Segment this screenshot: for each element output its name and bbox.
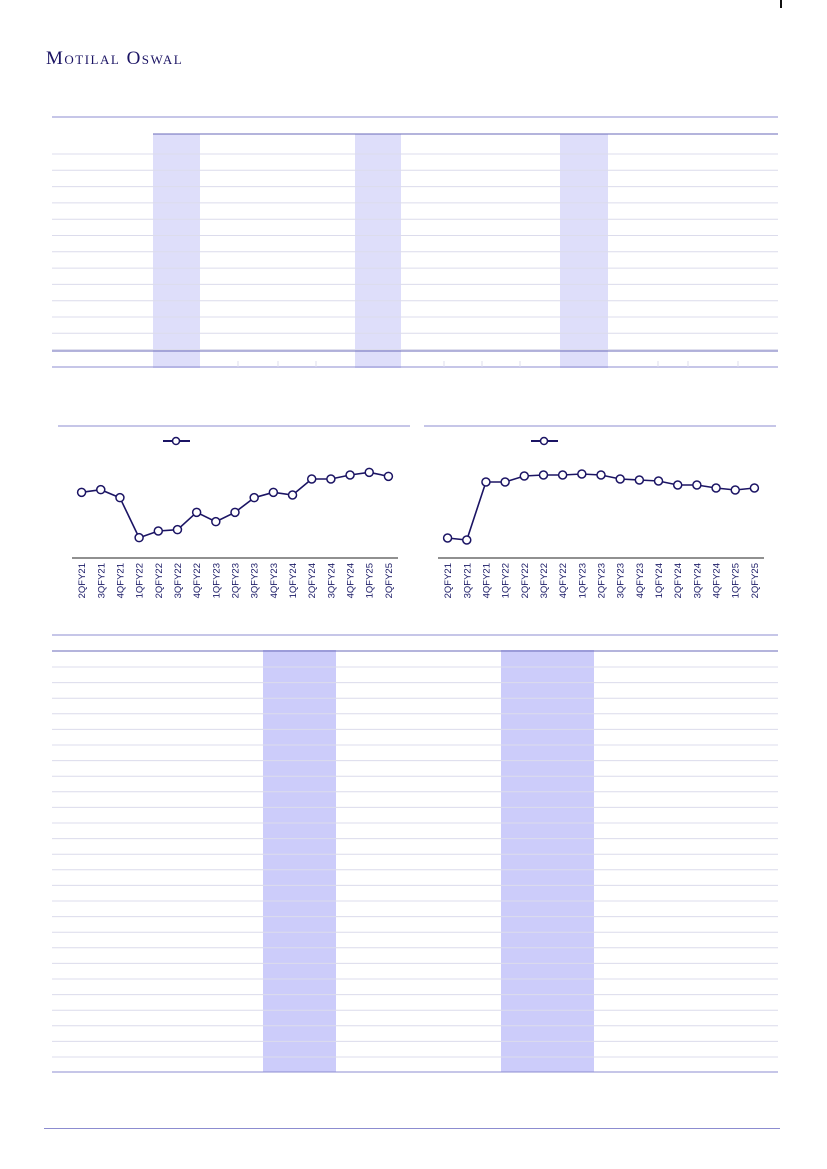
right-data-point-1QFY25 bbox=[730, 485, 740, 495]
highlight-column-2 bbox=[355, 134, 401, 368]
left-data-point-2QFY23 bbox=[230, 507, 240, 518]
highlight-column-3 bbox=[560, 134, 608, 368]
left-data-point-3QFY23 bbox=[249, 492, 259, 503]
right-data-point-2QFY21 bbox=[442, 533, 453, 543]
left-x-tick-label: 3QFY24 bbox=[326, 563, 337, 598]
right-data-point-2QFY23 bbox=[596, 470, 606, 480]
right-x-tick-label: 2QFY22 bbox=[520, 563, 531, 598]
top-table-grid bbox=[52, 116, 778, 368]
top-data-table bbox=[52, 116, 778, 368]
left-data-point-1QFY22 bbox=[134, 532, 144, 543]
brand-logo: Motilal Oswal bbox=[46, 48, 184, 69]
left-data-point-2QFY21 bbox=[76, 487, 87, 498]
left-x-tick-label: 4QFY22 bbox=[192, 563, 203, 598]
left-series-line bbox=[81, 471, 389, 539]
left-x-tick-label: 1QFY23 bbox=[211, 563, 222, 598]
left-data-point-4QFY21 bbox=[115, 492, 125, 503]
right-x-tick-label: 1QFY25 bbox=[731, 563, 742, 598]
right-chart-svg: 2QFY21 3QFY21 4QFY21 1QFY22 2QFY22 3QFY22 4QFY… bbox=[424, 425, 776, 598]
left-data-point-3QFY24 bbox=[326, 474, 336, 484]
right-x-tick-label: 1QFY23 bbox=[577, 563, 588, 598]
left-x-tick-label: 4QFY21 bbox=[115, 563, 126, 598]
left-x-tick-label: 4QFY23 bbox=[269, 563, 280, 598]
right-line-chart: 2QFY21 3QFY21 4QFY21 1QFY22 2QFY22 3QFY22 4QFY… bbox=[424, 425, 776, 625]
bottom-data-table bbox=[52, 634, 778, 1074]
left-legend bbox=[163, 436, 190, 446]
right-data-point-3QFY23 bbox=[615, 474, 625, 484]
right-x-tick-label: 1QFY24 bbox=[654, 563, 665, 598]
left-data-point-3QFY22 bbox=[172, 524, 183, 535]
right-x-tick-label: 2QFY25 bbox=[750, 563, 761, 598]
highlight-column-1 bbox=[153, 134, 200, 368]
right-x-tick-label: 3QFY24 bbox=[692, 563, 703, 598]
left-data-point-1QFY25 bbox=[364, 467, 374, 478]
right-data-point-3QFY24 bbox=[692, 480, 702, 490]
left-data-point-4QFY24 bbox=[345, 470, 355, 480]
right-data-point-1QFY22 bbox=[500, 477, 510, 487]
left-data-point-4QFY22 bbox=[191, 507, 202, 518]
left-data-point-1QFY23 bbox=[211, 516, 221, 527]
right-data-point-1QFY23 bbox=[577, 469, 587, 479]
left-chart-svg: 2QFY21 3QFY21 4QFY21 1QFY22 2QFY22 3QFY22 4QFY… bbox=[58, 425, 410, 598]
left-x-tick-label: 2QFY21 bbox=[77, 563, 88, 598]
left-x-tick-label: 4QFY24 bbox=[346, 563, 357, 598]
right-data-point-3QFY21 bbox=[462, 535, 472, 545]
right-data-point-4QFY21 bbox=[481, 477, 491, 487]
right-x-tick-label: 3QFY21 bbox=[462, 563, 473, 598]
left-x-tick-label: 3QFY23 bbox=[250, 563, 261, 598]
right-data-point-4QFY22 bbox=[557, 470, 568, 480]
footer-rule bbox=[44, 1128, 780, 1129]
left-data-point-4QFY23 bbox=[268, 487, 279, 498]
right-series-line bbox=[447, 473, 755, 541]
corner-mark bbox=[780, 0, 782, 8]
bottom-table-grid bbox=[52, 634, 778, 1073]
right-x-tick-label: 2QFY23 bbox=[597, 563, 608, 598]
highlight-column-1 bbox=[263, 650, 336, 1072]
right-data-point-2QFY22 bbox=[519, 471, 530, 481]
right-data-point-4QFY24 bbox=[711, 483, 721, 493]
right-data-point-4QFY23 bbox=[634, 475, 645, 485]
right-legend bbox=[531, 436, 558, 446]
left-x-tick-label: 2QFY24 bbox=[307, 563, 318, 598]
right-x-tick-label: 3QFY22 bbox=[539, 563, 550, 598]
left-data-point-2QFY22 bbox=[153, 526, 164, 536]
left-x-tick-label: 1QFY24 bbox=[288, 563, 299, 598]
left-x-tick-label: 2QFY25 bbox=[384, 563, 395, 598]
left-data-point-2QFY24 bbox=[306, 474, 317, 484]
right-data-point-2QFY24 bbox=[672, 480, 683, 490]
right-x-tick-label: 4QFY21 bbox=[481, 563, 492, 598]
right-legend-marker bbox=[539, 436, 549, 446]
right-data-point-1QFY24 bbox=[653, 476, 664, 486]
left-x-tick-label: 3QFY21 bbox=[96, 563, 107, 598]
right-x-tick-label: 4QFY22 bbox=[558, 563, 569, 598]
right-x-tick-label: 4QFY23 bbox=[635, 563, 646, 598]
right-x-tick-label: 2QFY21 bbox=[443, 563, 454, 598]
right-x-tick-label: 3QFY23 bbox=[616, 563, 627, 598]
left-data-point-3QFY21 bbox=[96, 484, 106, 495]
left-x-tick-label: 2QFY22 bbox=[154, 563, 165, 598]
left-line-chart: 2QFY21 3QFY21 4QFY21 1QFY22 2QFY22 3QFY22 4QFY… bbox=[58, 425, 410, 625]
left-x-tick-label: 2QFY23 bbox=[231, 563, 242, 598]
right-data-point-2QFY25 bbox=[749, 483, 760, 493]
left-x-tick-label: 3QFY22 bbox=[173, 563, 184, 598]
left-x-tick-label: 1QFY25 bbox=[365, 563, 376, 598]
left-legend-marker bbox=[171, 436, 181, 446]
left-data-point-1QFY24 bbox=[287, 490, 298, 500]
highlight-column-2 bbox=[501, 650, 594, 1072]
right-x-tick-label: 2QFY24 bbox=[673, 563, 684, 598]
right-x-tick-label: 4QFY24 bbox=[712, 563, 723, 598]
right-data-point-3QFY22 bbox=[538, 470, 549, 480]
right-x-tick-label: 1QFY22 bbox=[501, 563, 512, 598]
left-data-point-2QFY25 bbox=[383, 471, 394, 482]
left-x-tick-label: 1QFY22 bbox=[135, 563, 146, 598]
